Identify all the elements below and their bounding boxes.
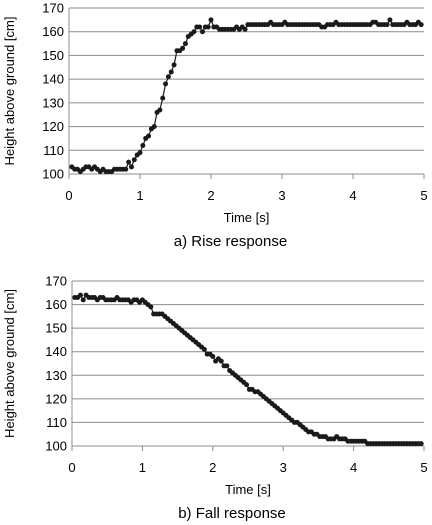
x-tick-label: 3 (278, 188, 285, 203)
x-tick-label: 0 (68, 460, 75, 475)
data-point (180, 45, 186, 51)
y-tick-label: 140 (42, 72, 64, 87)
data-point (77, 292, 83, 298)
data-point (157, 107, 163, 113)
data-point (418, 22, 424, 28)
y-tick-label: 120 (45, 391, 67, 406)
data-point (384, 22, 390, 28)
data-point (171, 62, 177, 68)
data-point (244, 382, 250, 388)
data-point (242, 26, 248, 32)
data-point (163, 81, 169, 87)
data-point (199, 29, 205, 35)
y-tick-label: 100 (42, 167, 64, 182)
data-point (128, 164, 134, 170)
data-point (201, 346, 207, 352)
x-tick-label: 0 (65, 188, 72, 203)
chart-caption: a) Rise response (174, 233, 287, 250)
data-point (148, 304, 154, 310)
data-point (387, 17, 393, 23)
data-point (131, 157, 137, 163)
data-point (197, 24, 203, 30)
data-point (160, 95, 166, 101)
data-point (137, 150, 143, 156)
y-tick-label: 150 (45, 321, 67, 336)
y-tick-label: 140 (45, 344, 67, 359)
y-tick-label: 160 (42, 24, 64, 39)
chart-caption: b) Fall response (178, 505, 286, 522)
x-tick-label: 2 (209, 460, 216, 475)
series-line (74, 294, 422, 445)
y-tick-label: 130 (45, 368, 67, 383)
rise-response-chart: 100 110 120 130 140 150 160 170 0 1 2 3 4 5 Time [s] He… (2, 1, 428, 251)
data-point (208, 17, 214, 23)
x-tick-label: 4 (349, 188, 356, 203)
data-point (418, 441, 424, 447)
x-axis-title: Time [s] (224, 210, 270, 225)
data-point (140, 143, 146, 149)
data-point (80, 297, 86, 303)
x-tick-label: 5 (420, 460, 427, 475)
x-tick-label: 4 (350, 460, 357, 475)
x-tick-label: 1 (136, 188, 143, 203)
y-tick-label: 110 (46, 415, 67, 430)
x-tick-label: 2 (207, 188, 214, 203)
data-point (210, 353, 216, 359)
data-point (224, 363, 230, 369)
x-tick-label: 5 (420, 188, 427, 203)
y-tick-label: 170 (45, 274, 67, 289)
series-line (71, 18, 422, 173)
data-point (218, 358, 224, 364)
data-point (151, 124, 157, 130)
y-axis-title: Height above ground [cm] (2, 17, 17, 166)
data-point (126, 159, 132, 165)
data-point (146, 133, 152, 139)
y-tick-label: 100 (45, 439, 67, 454)
y-tick-label: 120 (42, 119, 64, 134)
y-axis-title: Height above ground [cm] (2, 289, 17, 438)
data-point (191, 29, 197, 35)
data-point (168, 69, 174, 75)
data-point (205, 24, 211, 30)
y-tick-label: 110 (43, 143, 64, 158)
x-axis-title: Time [s] (225, 482, 271, 497)
y-tick-label: 170 (42, 1, 64, 16)
y-tick-label: 150 (42, 48, 64, 63)
data-point (123, 166, 129, 172)
x-tick-label: 1 (139, 460, 146, 475)
fall-response-chart: 100 110 120 130 140 150 160 170 0 1 2 3 4 5 Time [s] He… (2, 274, 428, 523)
y-tick-label: 160 (45, 297, 67, 312)
x-tick-label: 3 (280, 460, 287, 475)
data-point (165, 74, 171, 80)
data-point (182, 41, 188, 47)
y-tick-label: 130 (42, 95, 64, 110)
